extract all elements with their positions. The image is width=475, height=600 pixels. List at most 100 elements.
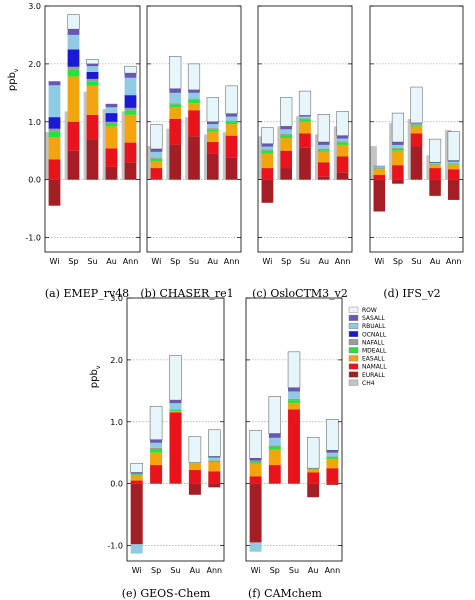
bar-segment-naf bbox=[249, 460, 262, 462]
y-axis-label: ppbv bbox=[7, 68, 20, 91]
bar-segment-rbu bbox=[169, 92, 182, 104]
bar-segment-eas bbox=[307, 469, 320, 473]
bar-segment-rbu bbox=[206, 124, 219, 129]
y-tick-label: -1.0 bbox=[25, 234, 41, 243]
bar-segment-mde bbox=[206, 129, 219, 132]
bar-segment-mde bbox=[105, 123, 118, 127]
bar-segment-row bbox=[206, 97, 219, 123]
bar-segment-nam bbox=[48, 159, 61, 180]
x-tick-label: Au bbox=[430, 257, 441, 266]
bar-segment-row bbox=[187, 63, 201, 91]
bar-segment-row bbox=[67, 14, 80, 30]
bar-segment-sas bbox=[169, 400, 182, 404]
bar-segment-sas bbox=[124, 73, 137, 78]
x-tick-label: Sp bbox=[68, 257, 78, 266]
y-axis-label-subscript: v bbox=[13, 68, 20, 72]
bar-segment-naf bbox=[336, 141, 349, 143]
x-tick-label: Au bbox=[106, 257, 117, 266]
bar-segment-naf bbox=[317, 148, 330, 151]
bar-segment-mde bbox=[150, 158, 163, 162]
bar-segment-naf bbox=[130, 473, 143, 475]
legend-swatch-sas bbox=[348, 314, 359, 321]
bar-segment-row bbox=[124, 65, 137, 74]
plot-frame bbox=[257, 5, 353, 253]
y-tick-label: 2.0 bbox=[110, 356, 123, 365]
bar-segment-naf bbox=[86, 78, 99, 82]
bar-segment-eur bbox=[336, 172, 349, 180]
bar-segment-mde bbox=[317, 150, 330, 152]
bar-segment-row bbox=[429, 138, 442, 163]
bar-segment-ocn bbox=[105, 113, 118, 122]
x-tick-label: Sp bbox=[270, 566, 280, 575]
bar-segment-eas bbox=[288, 403, 300, 410]
x-tick-label: Ann bbox=[325, 566, 341, 575]
bar-segment-nam bbox=[307, 472, 320, 484]
legend-swatch-row bbox=[348, 306, 359, 313]
bar-segment-eas bbox=[299, 121, 311, 134]
x-tick-label: Su bbox=[189, 257, 199, 266]
bar-segment-row bbox=[208, 429, 221, 457]
bar-segment-nam bbox=[130, 480, 143, 484]
bar-segment-eur bbox=[225, 157, 238, 180]
bar-segment-row bbox=[391, 112, 404, 143]
bar-segment-naf bbox=[392, 147, 404, 149]
legend-label: CH4 bbox=[362, 380, 375, 387]
y-tick-label: -1.0 bbox=[107, 542, 123, 551]
bar-segment-eas bbox=[150, 161, 163, 169]
x-tick-label: Su bbox=[300, 257, 310, 266]
bar-segment-mde bbox=[188, 99, 200, 104]
y-axis-label-subscript: v bbox=[95, 365, 102, 369]
bar-segment-row bbox=[169, 355, 182, 401]
bar-segment-naf bbox=[410, 124, 423, 126]
bar-segment-nam bbox=[317, 162, 330, 177]
bar-segment-eur bbox=[392, 179, 404, 184]
bar-segment-naf bbox=[373, 167, 386, 169]
bar-segment-nam bbox=[429, 168, 441, 180]
x-tick-label: Ann bbox=[335, 257, 351, 266]
bar-segment-nam bbox=[169, 118, 182, 145]
bar-segment-mde bbox=[188, 463, 201, 464]
bar-segment-sas bbox=[288, 387, 300, 392]
bar-segment-rbu bbox=[188, 92, 200, 99]
bar-segment-nam bbox=[150, 465, 163, 483]
bar-segment-nam bbox=[261, 168, 274, 180]
bar-segment-eur bbox=[150, 482, 163, 484]
bar-segment-mde bbox=[336, 142, 349, 145]
bar-segment-row bbox=[280, 97, 293, 127]
bar-segment-eas bbox=[261, 153, 274, 169]
bar-segment-ocn bbox=[124, 95, 137, 108]
panel-6: Wi Sp Su Au Ann (f) CAMchem bbox=[245, 297, 343, 600]
bar-segment-naf bbox=[188, 462, 201, 464]
legend-swatch-ocn bbox=[348, 331, 359, 337]
bar-segment-rbu bbox=[124, 77, 137, 96]
bar-segment-mde bbox=[429, 164, 441, 166]
bar-segment-naf bbox=[150, 447, 163, 449]
x-tick-label: Au bbox=[308, 566, 319, 575]
legend-swatch-rbu bbox=[348, 323, 359, 329]
bar-segment-row bbox=[261, 127, 274, 145]
bar-segment-eas bbox=[429, 165, 441, 169]
panel-caption: (b) CHASER_re1 bbox=[140, 287, 233, 300]
bar-segment-mde bbox=[299, 119, 311, 122]
bar-segment-mde bbox=[225, 121, 238, 125]
bar-segment-naf bbox=[447, 163, 460, 165]
bar-segment-eas bbox=[336, 144, 349, 157]
bar-segment-naf bbox=[261, 149, 274, 151]
y-tick-label: 0.0 bbox=[28, 176, 41, 185]
legend-swatch-eur bbox=[348, 371, 359, 378]
bar-segment-rbu bbox=[317, 144, 330, 149]
bar-segment-row bbox=[188, 436, 202, 463]
bar-segment-nam bbox=[280, 150, 293, 169]
bar-segment-nam bbox=[169, 412, 182, 484]
bar-segment-naf bbox=[288, 398, 300, 401]
bar-segment-mde bbox=[130, 474, 143, 476]
y-tick-label: 1.0 bbox=[28, 118, 41, 127]
bar-segment-mde bbox=[208, 460, 221, 462]
bar-segment-sas bbox=[429, 162, 441, 163]
bar-segment-eas bbox=[392, 150, 404, 166]
plot-frame bbox=[146, 5, 242, 253]
bar-segment-rbu bbox=[392, 144, 404, 148]
bar-segment-nam bbox=[410, 133, 423, 147]
panel-4: Wi Sp Su Au Ann (d) IFS_v2 bbox=[369, 5, 464, 300]
bar-segment-eur bbox=[249, 483, 262, 543]
